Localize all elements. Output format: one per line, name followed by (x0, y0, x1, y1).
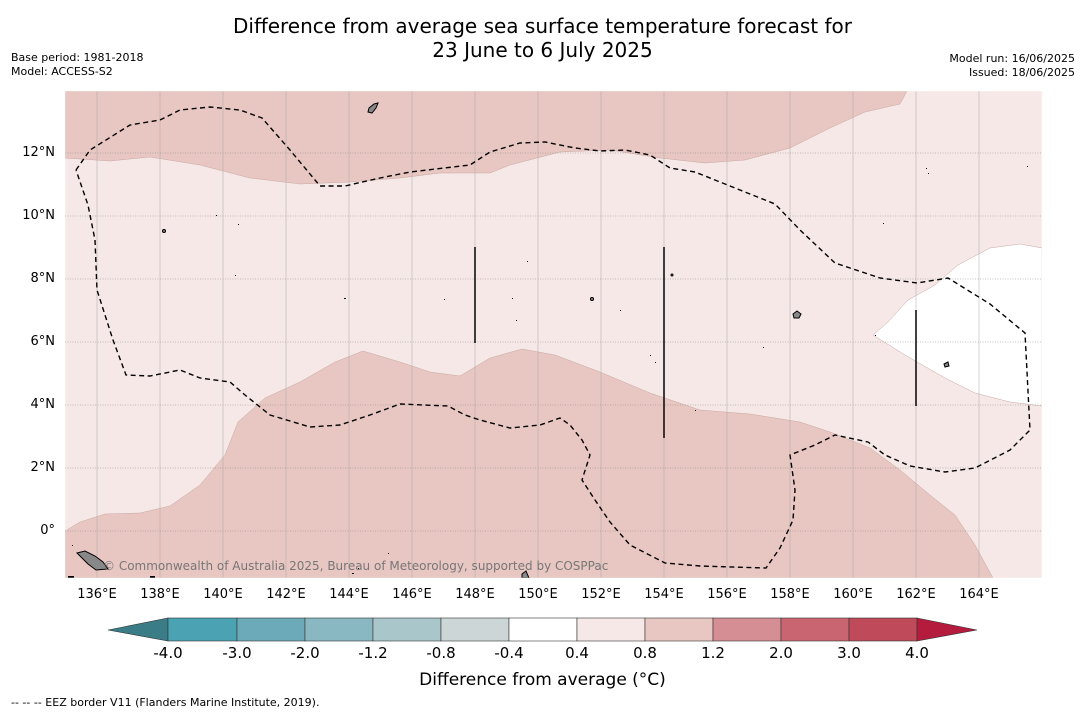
islands (76, 102, 950, 578)
colorbar-title: Difference from average (°C) (419, 670, 666, 690)
island-dot-3 (670, 273, 674, 277)
copyright-watermark: © Commonwealth of Australia 2025, Bureau… (103, 559, 609, 573)
lat-label-8n: 8°N (30, 271, 56, 286)
lon-label-146e: 146°E (392, 587, 432, 602)
lon-label-136e: 136°E (77, 587, 117, 602)
lon-label-162e: 162°E (896, 587, 936, 602)
lat-label-6n: 6°N (30, 334, 56, 349)
model-name: Model: ACCESS-S2 (11, 65, 113, 78)
island-dot-1 (162, 229, 166, 233)
anomaly-neutral-region (872, 243, 1042, 407)
lon-label-144e: 144°E (329, 587, 369, 602)
island-kosrae (943, 361, 950, 368)
island-solomons (76, 550, 109, 571)
lat-label-10n: 10°N (22, 208, 55, 223)
base-period: Base period: 1981-2018 (11, 51, 144, 64)
eez-borders (75, 106, 1031, 569)
island-pohnpei (792, 310, 802, 319)
title-line-1: Difference from average sea surface temp… (232, 14, 852, 38)
colorbar-tick-9: 1.2 (701, 644, 725, 662)
eez-border-palau-fsm (75, 106, 1031, 569)
island-north (367, 102, 379, 114)
lon-label-160e: 160°E (833, 587, 873, 602)
colorbar-tick-11: 3.0 (837, 644, 861, 662)
colorbar-segment-11 (848, 617, 918, 642)
colorbar-segment-1 (167, 617, 238, 642)
colorbar-segment-7 (576, 617, 646, 642)
island-sw-2 (521, 570, 530, 578)
colorbar-tick-2: -3.0 (222, 644, 252, 662)
lon-label-156e: 156°E (707, 587, 747, 602)
meta-left: Base period: 1981-2018 Model: ACCESS-S2 (11, 51, 143, 79)
colorbar-segment-2 (236, 617, 306, 642)
eez-legend-footer: -- -- -- EEZ border V11 (Flanders Marine… (11, 696, 320, 709)
colorbar-segment-10 (780, 617, 850, 642)
meridian-segments (474, 247, 917, 438)
colorbar-tick-4: -1.2 (358, 644, 388, 662)
colorbar-segment-8 (644, 617, 714, 642)
colorbar-tick-3: -2.0 (290, 644, 320, 662)
lon-label-158e: 158°E (770, 587, 810, 602)
colorbar (107, 617, 978, 642)
lon-label-148e: 148°E (455, 587, 495, 602)
graticule (65, 91, 1042, 578)
colorbar-segment-5 (440, 617, 510, 642)
colorbar-extend-low (107, 617, 169, 642)
map-frame (64, 90, 1043, 579)
colorbar-segment-9 (712, 617, 782, 642)
colorbar-segment-6 (508, 617, 578, 642)
lat-label-12n: 12°N (22, 145, 55, 160)
lat-label-2n: 2°N (30, 460, 56, 475)
colorbar-segment-4 (372, 617, 442, 642)
issued-date: Issued: 18/06/2025 (968, 66, 1075, 79)
colorbar-tick-1: -4.0 (153, 644, 183, 662)
colorbar-segment-3 (304, 617, 374, 642)
anomaly-band-north (65, 91, 908, 185)
map-title: Difference from average sea surface temp… (0, 14, 1085, 62)
atoll-dots (68, 166, 1028, 578)
colorbar-tick-8: 0.8 (633, 644, 657, 662)
colorbar-tick-7: 0.4 (565, 644, 589, 662)
lon-label-152e: 152°E (581, 587, 621, 602)
map-plot-area (65, 91, 1042, 578)
model-run: Model run: 16/06/2025 (949, 52, 1075, 65)
title-line-2: 23 June to 6 July 2025 (432, 38, 653, 62)
colorbar-tick-5: -0.8 (426, 644, 456, 662)
lat-label-4n: 4°N (30, 397, 56, 412)
meta-right: Model run: 16/06/2025 Issued: 18/06/2025 (949, 52, 1075, 80)
lon-label-142e: 142°E (266, 587, 306, 602)
lon-label-154e: 154°E (644, 587, 684, 602)
lon-label-164e: 164°E (959, 587, 999, 602)
colorbar-tick-6: -0.4 (494, 644, 524, 662)
colorbar-tick-10: 2.0 (769, 644, 793, 662)
colorbar-tick-12: 4.0 (905, 644, 929, 662)
lon-label-150e: 150°E (518, 587, 558, 602)
lon-label-138e: 138°E (140, 587, 180, 602)
colorbar-extend-high (916, 617, 978, 642)
lat-label-0: 0° (40, 523, 55, 538)
lon-label-140e: 140°E (203, 587, 243, 602)
island-dot-2 (590, 297, 594, 301)
